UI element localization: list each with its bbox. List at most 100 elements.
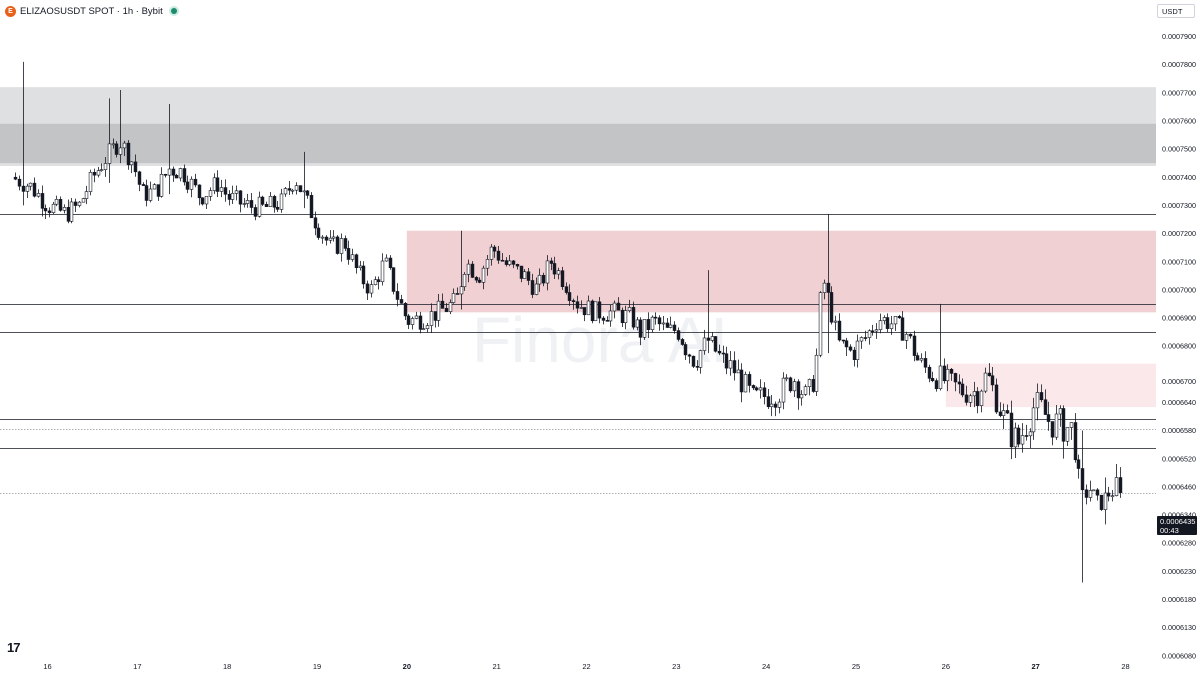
y-tick-label: 0.0006130 xyxy=(1162,623,1196,632)
candle-body xyxy=(762,387,767,397)
candle-body xyxy=(373,279,378,285)
candle-body xyxy=(844,340,849,348)
candle-body xyxy=(451,293,456,303)
candle-body xyxy=(350,254,355,260)
supply-zone-inner xyxy=(0,123,1156,164)
candle-body xyxy=(1061,408,1066,442)
candle-body xyxy=(766,396,771,408)
candle-body xyxy=(1103,492,1108,510)
candle-body xyxy=(1005,410,1010,414)
candle-body xyxy=(1054,413,1059,438)
candle-body xyxy=(736,369,741,374)
candle-body xyxy=(414,315,419,319)
candle-body xyxy=(833,320,838,323)
candle-body xyxy=(129,161,134,166)
candle-body xyxy=(156,184,161,197)
candle-body xyxy=(732,360,737,374)
candle-body xyxy=(1069,422,1074,428)
candle-body xyxy=(593,301,598,322)
candle-body xyxy=(260,196,265,205)
candle-body xyxy=(841,339,846,342)
y-tick-label: 0.0007200 xyxy=(1162,229,1196,238)
candle-body xyxy=(754,387,759,391)
candle-body xyxy=(481,267,486,283)
candle-body xyxy=(564,286,569,293)
candle-body xyxy=(620,309,625,324)
y-tick-label: 0.0006520 xyxy=(1162,454,1196,463)
candle-body xyxy=(1080,468,1085,491)
candle-body xyxy=(807,379,812,387)
candle-body xyxy=(953,373,958,383)
candle-body xyxy=(612,302,617,312)
currency-selector[interactable]: USDT xyxy=(1157,4,1195,18)
candle-body xyxy=(32,182,37,197)
candle-body xyxy=(242,203,247,205)
candle-body xyxy=(51,203,56,213)
candle-body xyxy=(691,355,696,367)
candle-body xyxy=(43,208,48,212)
candle-body xyxy=(21,185,26,192)
bar-countdown: 00:43 xyxy=(1160,526,1179,535)
y-tick-label: 0.0007400 xyxy=(1162,173,1196,182)
candle-body xyxy=(912,335,917,356)
candle-body xyxy=(13,176,18,180)
candle-body xyxy=(369,284,374,294)
candle-body xyxy=(915,355,920,361)
candle-body xyxy=(751,385,756,389)
candle-body xyxy=(444,308,449,312)
candle-body xyxy=(964,394,969,403)
x-tick-label: 23 xyxy=(672,662,680,671)
y-tick-label: 0.0006180 xyxy=(1162,595,1196,604)
candle-body xyxy=(477,279,482,283)
candle-body xyxy=(406,315,411,325)
candle-body xyxy=(504,260,509,265)
candle-body xyxy=(530,280,535,295)
candle-body xyxy=(459,286,464,295)
candle-body xyxy=(650,316,655,330)
candle-body xyxy=(1110,495,1115,498)
candle-body xyxy=(234,190,239,194)
candle-body xyxy=(1065,427,1070,442)
symbol-title[interactable]: ELIZAOSUSDT SPOT · 1h · Bybit xyxy=(20,5,163,17)
candle-body xyxy=(268,196,273,207)
tradingview-logo-icon[interactable]: 17 xyxy=(7,640,21,655)
candle-body xyxy=(17,178,22,187)
candle-body xyxy=(1016,427,1021,445)
candle-body xyxy=(470,263,475,278)
candle-body xyxy=(792,381,797,392)
candle-body xyxy=(788,377,793,392)
candle-body xyxy=(631,307,636,328)
candle-body xyxy=(979,390,984,406)
candle-body xyxy=(975,391,980,406)
candle-body xyxy=(1058,408,1063,415)
y-tick-label: 0.0007100 xyxy=(1162,257,1196,266)
candle-body xyxy=(152,184,157,190)
candle-body xyxy=(343,238,348,249)
candle-body xyxy=(137,171,142,185)
candle-body xyxy=(814,354,819,392)
candle-body xyxy=(227,193,232,200)
candle-body xyxy=(69,201,74,222)
candle-body xyxy=(418,315,423,330)
x-tick-label: 18 xyxy=(223,662,231,671)
candle-body xyxy=(586,300,591,316)
candle-body xyxy=(391,267,396,292)
candle-body xyxy=(519,265,524,279)
candle-body xyxy=(309,195,314,219)
candle-body xyxy=(904,333,909,341)
y-tick-label: 0.0007600 xyxy=(1162,117,1196,126)
candle-body xyxy=(25,185,30,192)
candle-body xyxy=(863,337,868,339)
candle-body xyxy=(511,260,516,265)
candle-body xyxy=(399,299,404,304)
candle-body xyxy=(1035,392,1040,409)
candle-body xyxy=(545,260,550,284)
candle-body xyxy=(114,143,119,155)
candle-body xyxy=(1099,494,1104,510)
candle-body xyxy=(212,177,217,191)
candle-body xyxy=(189,178,194,190)
candle-body xyxy=(298,185,303,193)
candle-body xyxy=(1039,392,1044,401)
candle-body xyxy=(878,320,883,331)
